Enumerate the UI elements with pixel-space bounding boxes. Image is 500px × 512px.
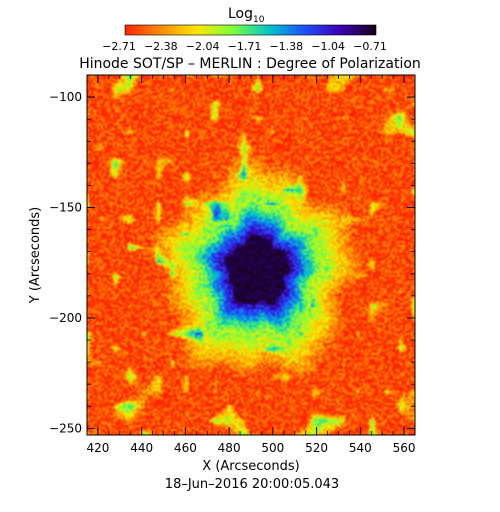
y-tick-label: −200 bbox=[49, 311, 82, 325]
x-tick-label: 540 bbox=[349, 441, 372, 455]
x-tick-label: 480 bbox=[218, 441, 241, 455]
y-tick-label: −150 bbox=[49, 201, 82, 215]
degree-of-polarization-map bbox=[87, 75, 415, 435]
colorbar-label: Log10 bbox=[228, 6, 265, 25]
y-axis: −100 −150 −200 −250 bbox=[49, 90, 415, 435]
colorbar-tick-label: −0.71 bbox=[353, 40, 387, 53]
x-tick-label: 500 bbox=[261, 441, 284, 455]
heatmap-plot: 420 440 460 480 500 520 540 560 −100 −150 −200 −25… bbox=[49, 74, 416, 455]
colorbar-tick-label: −1.71 bbox=[228, 40, 262, 53]
colorbar-ticks: −2.71 −2.38 −2.04 −1.71 −1.38 −1.04 −0.71 bbox=[102, 40, 387, 53]
x-tick-label: 560 bbox=[393, 441, 416, 455]
x-tick-label: 460 bbox=[174, 441, 197, 455]
y-axis-label: Y (Arcseconds) bbox=[28, 207, 43, 304]
x-axis-label: X (Arcseconds) bbox=[202, 459, 299, 474]
x-tick-label: 520 bbox=[305, 441, 328, 455]
observation-timestamp: 18–Jun–2016 20:00:05.043 bbox=[165, 477, 339, 492]
colorbar-tick-label: −1.04 bbox=[311, 40, 345, 53]
colorbar-tick-label: −2.04 bbox=[186, 40, 220, 53]
colorbar-label-subscript: 10 bbox=[253, 15, 265, 25]
chart-title: Hinode SOT/SP – MERLIN : Degree of Polar… bbox=[79, 56, 421, 72]
colorbar-tick-label: −2.71 bbox=[102, 40, 136, 53]
colorbar: Log10 −2.71 −2.38 −2.04 −1.71 −1.38 −1.04 −0.7… bbox=[102, 6, 387, 53]
x-axis: 420 440 460 480 500 520 540 560 bbox=[86, 75, 416, 455]
colorbar-gradient bbox=[124, 24, 377, 36]
x-tick-label: 440 bbox=[130, 441, 153, 455]
colorbar-tick-label: −1.38 bbox=[269, 40, 303, 53]
x-tick-label: 420 bbox=[86, 441, 109, 455]
y-tick-label: −100 bbox=[49, 90, 82, 104]
y-tick-label: −250 bbox=[49, 421, 82, 435]
colorbar-tick-label: −2.38 bbox=[144, 40, 178, 53]
